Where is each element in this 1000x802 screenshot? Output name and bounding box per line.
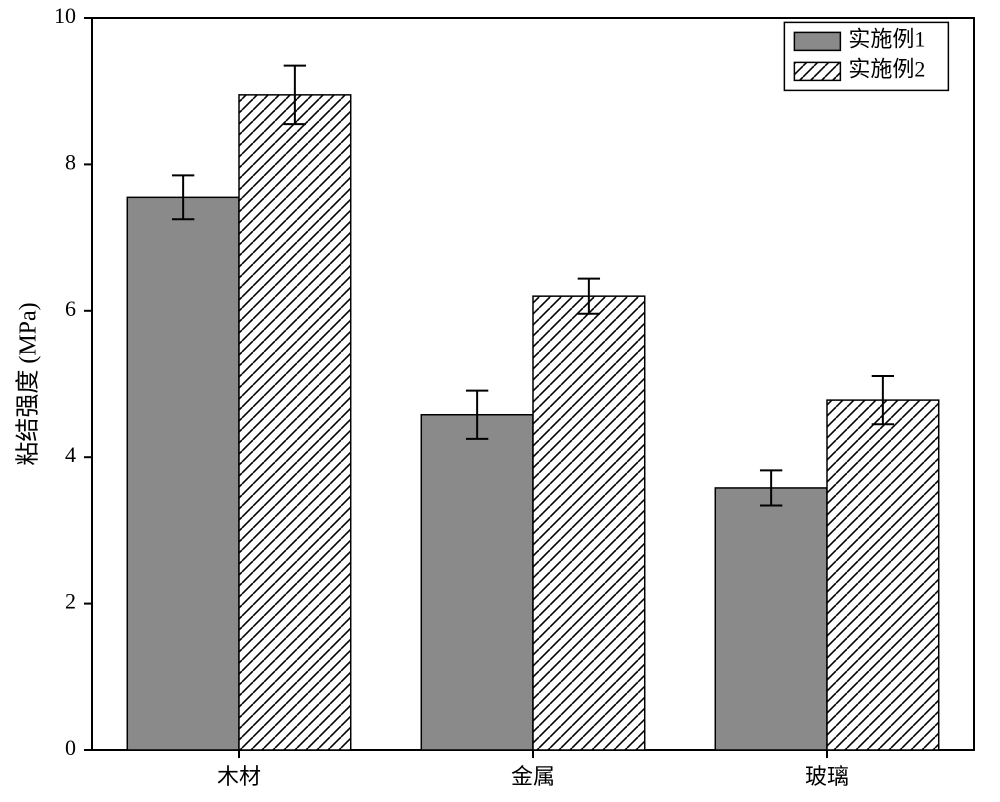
chart-svg: 0 2 4 6 8 10 粘结强度 (MPa) 木材 金属 玻璃 实施例1 实施例2 [0,0,1000,797]
bond-strength-bar-chart: 0 2 4 6 8 10 粘结强度 (MPa) 木材 金属 玻璃 实施例1 实施例2 [0,0,1000,797]
svg-text:实施例1: 实施例1 [848,26,925,51]
svg-text:2: 2 [65,589,76,614]
svg-text:10: 10 [54,3,76,28]
svg-text:玻璃: 玻璃 [805,764,849,789]
svg-text:4: 4 [65,442,76,467]
svg-text:金属: 金属 [511,764,555,789]
svg-text:0: 0 [65,735,76,760]
svg-text:木材: 木材 [217,764,261,789]
svg-text:6: 6 [65,296,76,321]
svg-text:8: 8 [65,149,76,174]
svg-text:粘结强度 (MPa): 粘结强度 (MPa) [15,302,42,465]
svg-text:实施例2: 实施例2 [848,56,925,81]
